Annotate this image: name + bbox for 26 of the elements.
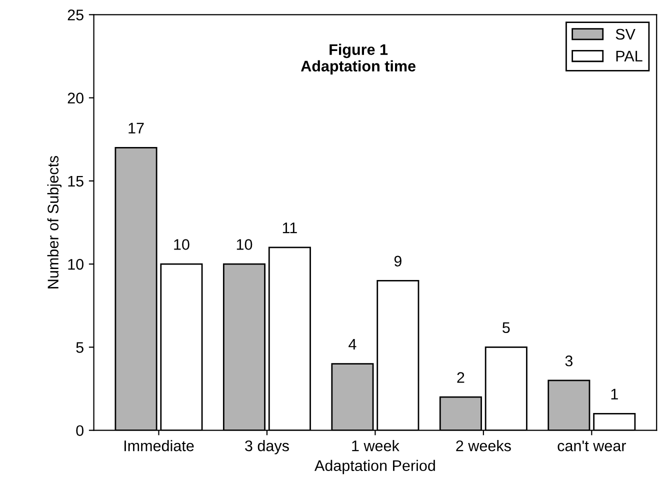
data-label: 3 (565, 355, 573, 366)
y-tick-label: 5 (76, 342, 84, 353)
data-label: 9 (394, 256, 402, 267)
data-label: 1 (611, 388, 618, 400)
text: Figure 1 Adaptation time (300, 44, 416, 75)
y-tick-label: 0 (76, 425, 84, 436)
data-label: 17 (128, 122, 144, 134)
x-tick-label: 2 weeks (456, 440, 511, 452)
x-tick-label: can't wear (558, 440, 626, 452)
x-tick-label: 1 week (352, 440, 400, 452)
data-label: 4 (348, 339, 356, 350)
x-tick-label: 3 days (245, 440, 289, 454)
legend-label: PAL (616, 50, 642, 62)
x-axis-title: Adaptation Period (314, 460, 435, 474)
data-label: 10 (236, 239, 252, 250)
y-tick-label: 10 (68, 258, 84, 270)
data-label: 10 (174, 239, 190, 250)
x-tick-label: Immediate (124, 440, 194, 452)
data-label: 11 (282, 222, 297, 234)
y-axis-title: Number of Subjects (47, 156, 62, 288)
data-label: 2 (457, 372, 464, 383)
y-tick-label: 20 (68, 92, 84, 104)
legend-label: SV (616, 28, 636, 40)
data-label: 5 (502, 322, 510, 334)
y-tick-label: 25 (68, 10, 84, 20)
y-tick-label: 15 (68, 176, 84, 187)
